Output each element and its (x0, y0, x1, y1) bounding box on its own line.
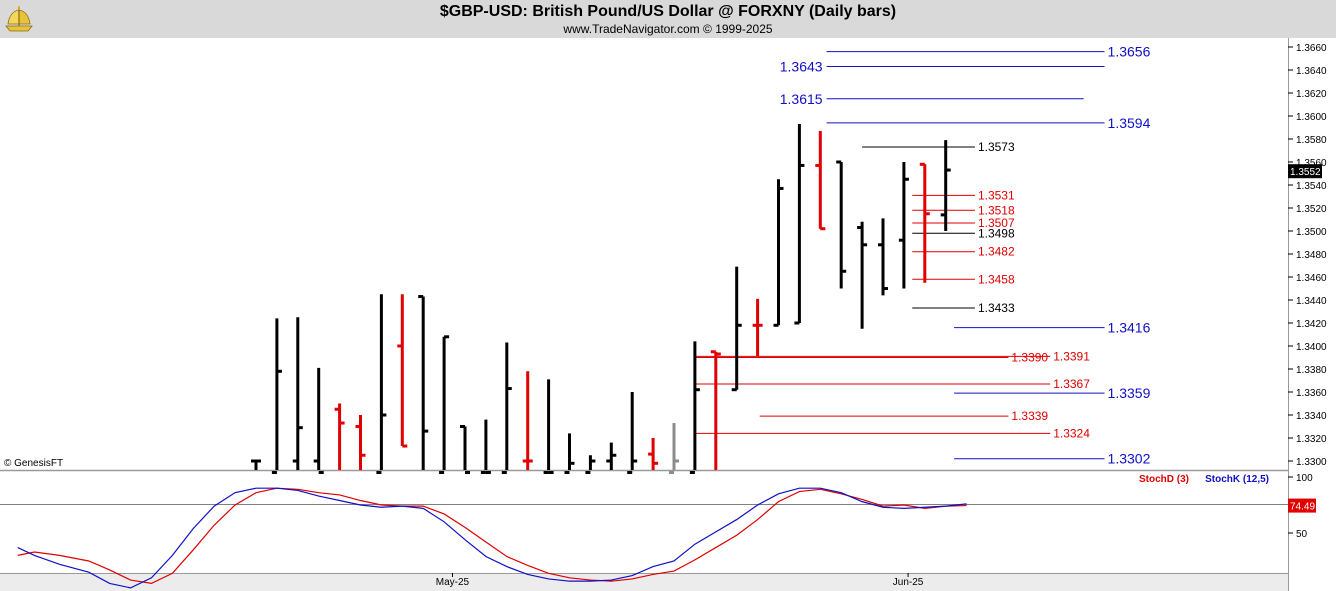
ohlc-bar (731, 266, 742, 392)
price-tick-label: 1.3440 (1296, 296, 1327, 307)
ohlc-bar (585, 455, 596, 474)
chart-header: $GBP-USD: British Pound/US Dollar @ FORX… (0, 0, 1336, 38)
price-tick-label: 1.3520 (1296, 204, 1327, 215)
price-level-label: 1.3416 (1108, 320, 1151, 336)
ohlc-bar (794, 124, 805, 325)
price-tick-label: 1.3540 (1296, 181, 1327, 192)
price-level-label: 1.3643 (780, 59, 823, 75)
ohlc-bar (460, 425, 470, 474)
date-tick-label: Jun-25 (893, 577, 924, 588)
price-tick-label: 1.3560 (1296, 158, 1327, 169)
stochastic-panel: 50 100 74.49 StochK (12,5) StochD (3) (17, 473, 1316, 589)
ohlc-bar (878, 218, 888, 296)
ohlc-bar (376, 294, 387, 474)
price-level-label: 1.3518 (978, 203, 1015, 217)
price-level-label: 1.3482 (978, 245, 1015, 259)
price-level-label: 1.3367 (1053, 377, 1090, 391)
price-tick-label: 1.3360 (1296, 388, 1327, 399)
price-tick-label: 1.3500 (1296, 227, 1327, 238)
ohlc-bar (836, 160, 847, 289)
ohlc-bar (418, 295, 429, 470)
ohlc-bar (251, 459, 261, 470)
stoch-legend-d: StochD (3) (1139, 474, 1189, 485)
ohlc-bar (815, 130, 826, 231)
price-level-label: 1.3615 (780, 91, 823, 107)
stoch-line-k (17, 487, 967, 589)
price-level-label: 1.3339 (1011, 409, 1048, 423)
price-level-label: 1.3391 (1053, 349, 1090, 363)
ohlc-bar (501, 342, 512, 474)
ohlc-bar (334, 403, 345, 470)
price-levels: 1.36561.36431.36151.35941.35731.35311.35… (694, 44, 1151, 467)
ohlc-bar (480, 419, 491, 474)
ohlc-bar (669, 423, 679, 474)
price-tick-label: 1.3400 (1296, 342, 1327, 353)
ohlc-bar (752, 298, 763, 357)
ohlc-bar (627, 392, 638, 474)
price-tick-label: 1.3640 (1296, 66, 1327, 77)
ohlc-bar (522, 371, 533, 470)
stoch-tick-label: 100 (1296, 473, 1313, 484)
price-tick-label: 1.3620 (1296, 89, 1327, 100)
date-axis: May-25 Jun-25 (436, 573, 924, 588)
price-tick-label: 1.3380 (1296, 365, 1327, 376)
ohlc-bar (648, 438, 659, 470)
price-tick-label: 1.3480 (1296, 250, 1327, 261)
price-level-label: 1.3390 (1011, 351, 1048, 365)
price-level-label: 1.3531 (978, 188, 1015, 202)
tradenavigator-logo-icon (3, 2, 35, 34)
price-level-label: 1.3656 (1108, 44, 1151, 60)
price-bars (251, 124, 951, 474)
price-tick-label: 1.3580 (1296, 135, 1327, 146)
price-level-label: 1.3359 (1108, 385, 1151, 401)
price-tick-label: 1.3340 (1296, 411, 1327, 422)
price-level-label: 1.3458 (978, 272, 1015, 286)
price-level-label: 1.3594 (1108, 115, 1151, 131)
price-tick-label: 1.3460 (1296, 273, 1327, 284)
price-tick-label: 1.3320 (1296, 434, 1327, 445)
ohlc-bar (292, 317, 303, 470)
stoch-legend-k: StochK (12,5) (1205, 474, 1269, 485)
ohlc-bar (940, 140, 951, 231)
chart-title: $GBP-USD: British Pound/US Dollar @ FORX… (439, 3, 897, 20)
price-level-label: 1.3324 (1053, 426, 1090, 440)
stoch-tick-label: 50 (1296, 529, 1308, 540)
price-level-label: 1.3433 (978, 301, 1015, 315)
price-tick-label: 1.3600 (1296, 112, 1327, 123)
ohlc-bar (898, 162, 909, 289)
date-tick-label: May-25 (436, 577, 470, 588)
ohlc-bar (606, 442, 617, 470)
ohlc-bar (564, 433, 575, 474)
price-tick-label: 1.3300 (1296, 457, 1327, 468)
ohlc-bar (857, 221, 868, 329)
ohlc-bar (397, 294, 408, 448)
ohlc-bar (773, 179, 784, 327)
ohlc-bar (710, 350, 721, 470)
ohlc-bar (919, 162, 930, 283)
chart-frame (0, 38, 1336, 591)
stoch-line-d (17, 487, 967, 585)
stoch-value-badge (1288, 498, 1316, 513)
ohlc-bar (271, 318, 282, 474)
last-price-label: 1.3552 (1290, 167, 1321, 178)
chart-subtitle: www.TradeNavigator.com © 1999-2025 (563, 22, 773, 36)
ohlc-bar (355, 415, 366, 470)
date-axis-background (0, 574, 1288, 591)
price-level-label: 1.3498 (978, 226, 1015, 240)
stoch-value-label: 74.49 (1290, 502, 1315, 513)
last-price-badge (1288, 164, 1322, 179)
ohlc-bar (439, 335, 450, 474)
ohlc-bar (543, 379, 554, 474)
ohlc-bar (313, 367, 324, 474)
price-level-label: 1.3507 (978, 216, 1015, 230)
ohlc-bar (689, 341, 700, 474)
price-axis: 1.3300 1.3320 1.3340 1.3360 1.3380 1.3400 1.34… (1288, 43, 1327, 468)
price-level-label: 1.3573 (978, 140, 1015, 154)
price-tick-label: 1.3420 (1296, 319, 1327, 330)
copyright-label: © GenesisFT (4, 458, 64, 469)
price-tick-label: 1.3660 (1296, 43, 1327, 54)
price-level-label: 1.3302 (1108, 451, 1151, 467)
